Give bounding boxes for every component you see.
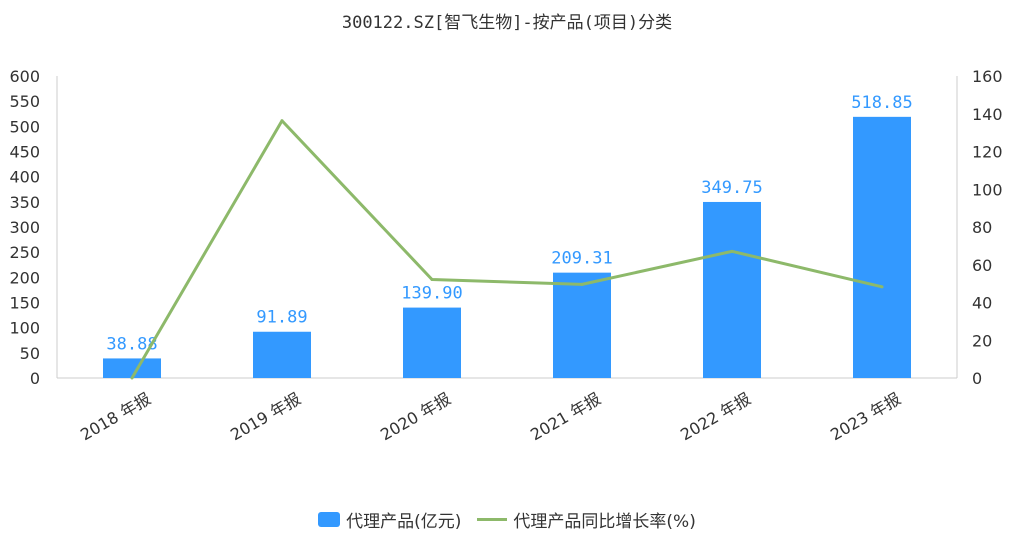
growth-point bbox=[730, 249, 734, 253]
y-right-tick-label: 100 bbox=[972, 180, 1003, 199]
x-tick-label: 2018 年报 bbox=[77, 389, 154, 444]
bar bbox=[553, 272, 611, 378]
y-left-tick-label: 100 bbox=[9, 319, 40, 338]
y-left-tick-label: 450 bbox=[9, 143, 40, 162]
bar bbox=[253, 331, 311, 378]
bar bbox=[853, 116, 911, 379]
growth-point bbox=[130, 376, 134, 380]
legend-line-swatch bbox=[477, 518, 508, 521]
y-right-tick-label: 0 bbox=[972, 369, 982, 388]
bar bbox=[403, 307, 461, 378]
x-tick-label: 2022 年报 bbox=[677, 389, 754, 444]
x-tick-label: 2021 年报 bbox=[527, 389, 604, 444]
growth-point bbox=[880, 285, 884, 289]
bar-data-label: 139.90 bbox=[401, 284, 462, 304]
y-left-tick-label: 400 bbox=[9, 168, 40, 187]
y-left-tick-label: 550 bbox=[9, 92, 40, 111]
y-left-tick-label: 500 bbox=[9, 117, 40, 136]
y-left-tick-label: 600 bbox=[9, 67, 40, 86]
y-right-tick-label: 60 bbox=[972, 256, 992, 275]
legend-item-line[interactable]: 代理产品同比增长率(%) bbox=[477, 507, 696, 532]
y-left-tick-label: 250 bbox=[9, 243, 40, 262]
x-tick-label: 2019 年报 bbox=[227, 389, 304, 444]
growth-point bbox=[580, 282, 584, 286]
growth-point bbox=[280, 119, 284, 123]
y-left-tick-label: 200 bbox=[9, 268, 40, 287]
chart-title: 300122.SZ[智飞生物]-按产品(项目)分类 bbox=[341, 13, 673, 33]
bar-data-label: 518.85 bbox=[851, 93, 912, 113]
y-right-tick-label: 140 bbox=[972, 105, 1003, 124]
growth-point bbox=[430, 277, 434, 281]
y-left-tick-label: 50 bbox=[20, 344, 40, 363]
bar bbox=[103, 358, 161, 378]
bar-data-label: 91.89 bbox=[256, 308, 307, 328]
y-left-tick-label: 0 bbox=[30, 369, 40, 388]
legend-bar-swatch bbox=[318, 512, 341, 527]
y-left-tick-label: 350 bbox=[9, 193, 40, 212]
y-right-tick-label: 160 bbox=[972, 67, 1003, 86]
legend-bar-label: 代理产品(亿元) bbox=[346, 512, 462, 532]
growth-line bbox=[130, 119, 883, 379]
bar-data-label: 209.31 bbox=[551, 249, 612, 269]
y-left-tick-label: 150 bbox=[9, 294, 40, 313]
legend-item-bar[interactable]: 代理产品(亿元) bbox=[318, 507, 461, 532]
bar bbox=[703, 201, 761, 378]
bar-data-label: 38.88 bbox=[106, 334, 157, 354]
y-left-tick-label: 300 bbox=[9, 218, 40, 237]
x-tick-label: 2023 年报 bbox=[827, 389, 904, 444]
bar-data-label: 349.75 bbox=[701, 178, 762, 198]
y-right-tick-label: 80 bbox=[972, 218, 992, 237]
legend-line-label: 代理产品同比增长率(%) bbox=[513, 512, 696, 532]
x-tick-label: 2020 年报 bbox=[377, 389, 454, 444]
y-right-tick-label: 40 bbox=[972, 294, 992, 313]
y-right-tick-label: 120 bbox=[972, 143, 1003, 162]
y-right-tick-label: 20 bbox=[972, 331, 992, 350]
legend: 代理产品(亿元) 代理产品同比增长率(%) bbox=[0, 507, 1014, 532]
